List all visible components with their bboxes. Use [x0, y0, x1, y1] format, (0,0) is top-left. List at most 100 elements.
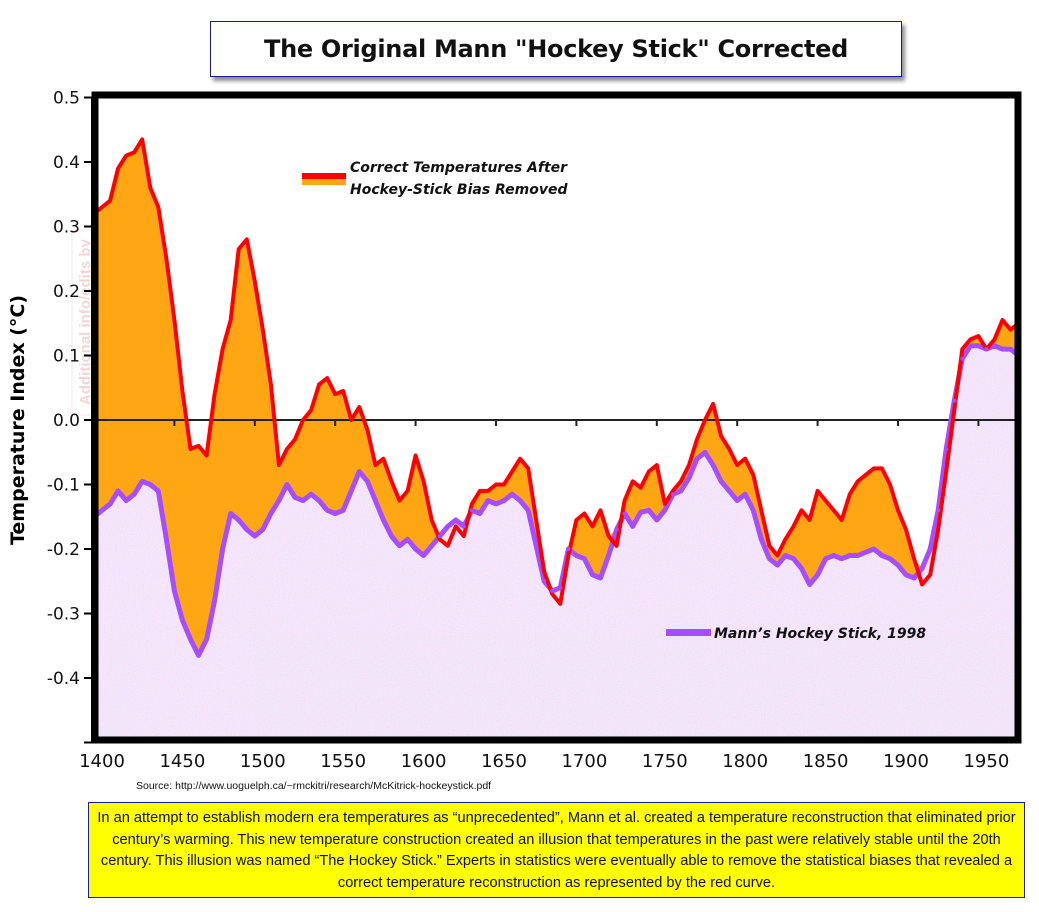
y-tick-label: 0.4 [53, 153, 80, 173]
corrected-point [156, 205, 160, 209]
corrected-point [872, 466, 876, 470]
mann-point [759, 537, 764, 542]
mann-point [244, 527, 249, 532]
corrected-point [188, 447, 193, 451]
mann-point [1008, 347, 1013, 352]
mann-point [968, 343, 973, 348]
legend-swatch-orange [302, 179, 346, 185]
mann-point [695, 456, 699, 461]
mann-point [984, 347, 989, 352]
mann-point [654, 518, 659, 522]
mann-point [421, 553, 426, 558]
corrected-point [743, 457, 747, 461]
corrected-point [542, 570, 546, 574]
corrected-point [655, 463, 659, 467]
x-tick-label: 1850 [803, 751, 849, 772]
mann-point [486, 498, 490, 503]
y-tick-label: 0.2 [53, 282, 80, 302]
mann-point [469, 508, 474, 513]
corrected-point [880, 466, 884, 470]
mann-point [638, 510, 643, 515]
mann-point [855, 553, 860, 558]
mann-point [526, 508, 531, 513]
mann-point [108, 501, 113, 506]
corrected-point [928, 573, 932, 577]
legend-corrected-line-2: Hockey-Stick Bias Removed [350, 182, 568, 198]
corrected-point [389, 479, 394, 483]
x-tick-label: 1450 [159, 751, 205, 772]
corrected-point [791, 524, 796, 529]
legend-swatch-red [302, 173, 346, 179]
corrected-point [309, 408, 313, 412]
x-tick-label: 1500 [240, 751, 286, 772]
x-tick-label: 1600 [401, 751, 447, 772]
y-tick-label: 0.3 [53, 218, 80, 238]
corrected-point [341, 389, 345, 393]
corrected-point [727, 447, 731, 451]
corrected-point [478, 489, 482, 493]
x-tick-label: 1900 [883, 751, 929, 772]
corrected-point [397, 499, 402, 503]
corrected-point [968, 337, 973, 341]
mann-point [220, 547, 225, 551]
mann-point [389, 534, 394, 539]
corrected-point [623, 499, 627, 503]
corrected-point [824, 499, 828, 503]
corrected-point [494, 482, 498, 487]
corrected-point [647, 470, 651, 474]
corrected-point [558, 602, 562, 606]
mann-point [381, 518, 386, 522]
mann-point [413, 547, 418, 551]
mann-point [429, 543, 434, 548]
mann-point [863, 550, 868, 555]
mann-point [204, 637, 209, 642]
corrected-point [333, 392, 337, 396]
legend-corrected: Correct Temperatures After Hockey-Stick … [302, 160, 568, 198]
corrected-point [904, 528, 908, 532]
corrected-point [108, 199, 112, 203]
corrected-point [446, 544, 450, 548]
mann-point [405, 537, 410, 542]
corrected-point [454, 524, 458, 529]
corrected-point [703, 418, 707, 422]
corrected-point [180, 389, 184, 393]
y-tick-label: -0.3 [47, 605, 80, 625]
mann-point [510, 492, 515, 497]
corrected-point [221, 347, 225, 351]
mann-point [590, 572, 595, 577]
y-tick-label: -0.2 [47, 540, 80, 560]
mann-point [743, 492, 748, 497]
mann-point [477, 511, 482, 516]
mann-point [711, 463, 716, 468]
mann-point [614, 527, 619, 532]
mann-point [550, 588, 555, 593]
corrected-point [414, 453, 418, 458]
mann-point [928, 547, 933, 551]
mann-point [783, 553, 788, 558]
corrected-point [751, 473, 755, 477]
corrected-point [518, 457, 522, 461]
corrected-point [607, 534, 611, 538]
mann-point [196, 653, 201, 658]
mann-point [823, 556, 828, 561]
corrected-point [132, 150, 136, 154]
corrected-point [381, 457, 385, 461]
mann-point [976, 343, 981, 348]
mann-point [542, 579, 547, 584]
mann-point [373, 498, 378, 503]
corrected-point [470, 502, 474, 506]
corrected-point [856, 479, 860, 483]
corrected-point [406, 489, 410, 493]
corrected-point [767, 544, 772, 548]
mann-point [260, 527, 265, 532]
corrected-point [848, 492, 852, 496]
mann-point [558, 585, 563, 590]
mann-point [341, 508, 346, 513]
corrected-point [269, 382, 273, 387]
mann-point [212, 598, 217, 603]
mann-point [188, 637, 193, 642]
mann-point [936, 508, 941, 513]
caption-box: In an attempt to establish modern era te… [88, 802, 1025, 898]
mann-point [687, 476, 691, 481]
mann-point [847, 553, 852, 558]
